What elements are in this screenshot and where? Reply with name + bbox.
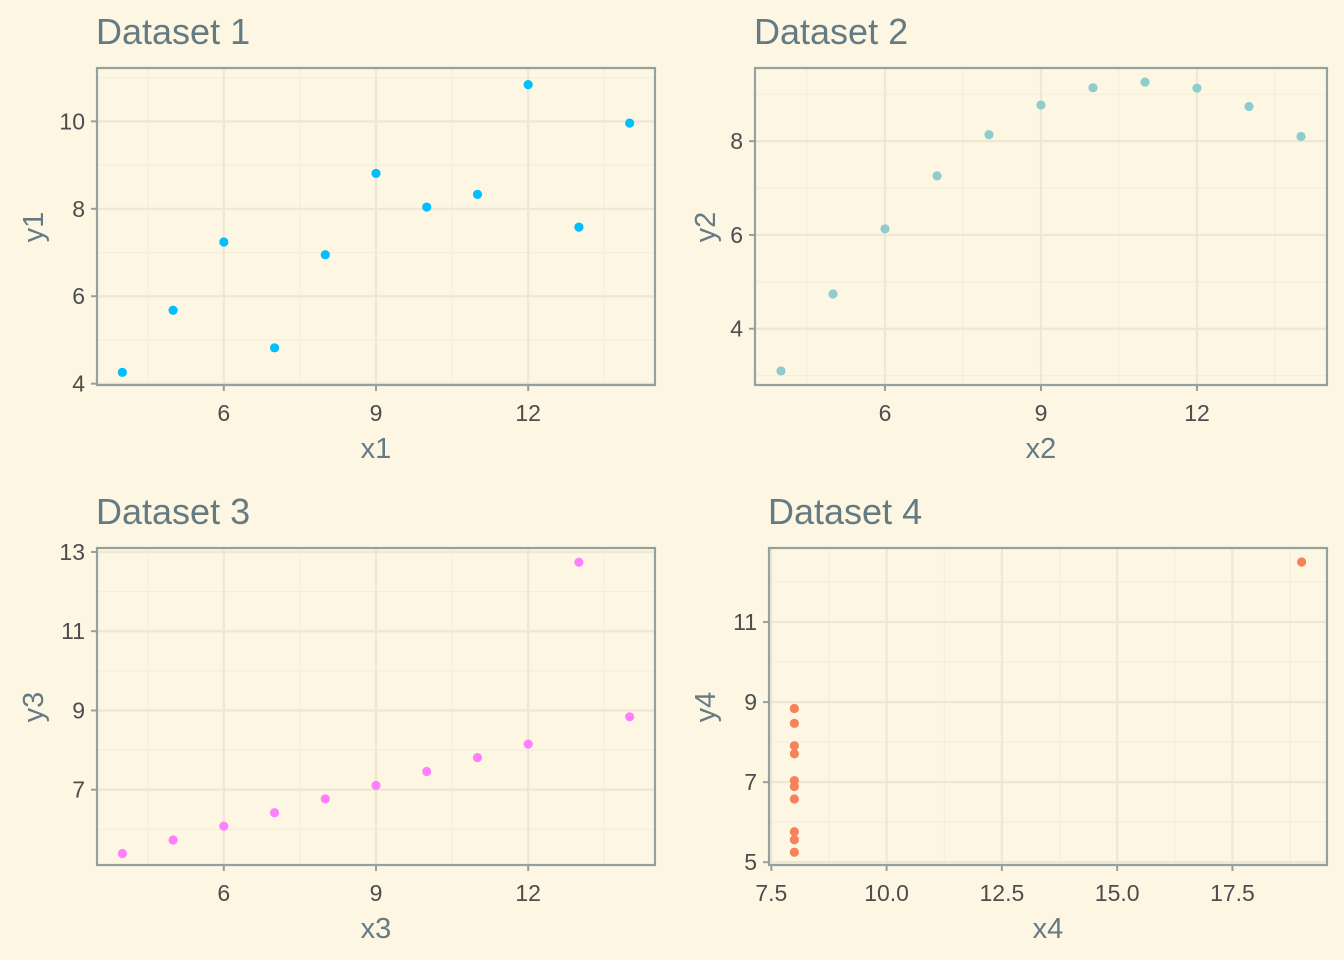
x-tick-label: 17.5 bbox=[1210, 880, 1255, 906]
y-tick-label: 4 bbox=[72, 371, 85, 397]
panel-border bbox=[767, 546, 1329, 867]
data-point bbox=[1192, 83, 1202, 93]
panel-dataset-1: 6 9 12 4 6 8 10 Dataset 1 x1 y1 bbox=[18, 11, 657, 465]
x-tick-label: 12.5 bbox=[980, 880, 1025, 906]
data-point bbox=[523, 739, 533, 749]
data-point bbox=[269, 808, 280, 818]
data-point bbox=[828, 289, 838, 299]
panel-dataset-4: 7.5 10.0 12.5 15.0 17.5 5 7 9 11 Dataset 4 x4 y4 bbox=[690, 491, 1329, 945]
plot-area: 6 9 12 7 9 11 13 bbox=[59, 539, 657, 906]
data-point bbox=[219, 237, 229, 247]
data-point bbox=[789, 703, 799, 714]
y-tick-label: 4 bbox=[730, 316, 743, 342]
data-point bbox=[371, 780, 381, 790]
x-tick-label: 15.0 bbox=[1095, 880, 1140, 906]
data-point bbox=[1088, 83, 1098, 93]
data-point bbox=[472, 753, 483, 763]
data-point bbox=[880, 224, 890, 234]
data-point bbox=[984, 129, 994, 140]
data-point bbox=[371, 168, 381, 178]
y-tick-label: 5 bbox=[744, 849, 757, 875]
panel-dataset-2: 6 9 12 4 6 8 Dataset 2 x2 y2 bbox=[690, 11, 1329, 465]
y-tick-label: 9 bbox=[72, 697, 85, 723]
data-point bbox=[472, 189, 483, 199]
data-point bbox=[422, 766, 432, 777]
plot-background bbox=[769, 548, 1327, 865]
data-point bbox=[1244, 101, 1254, 112]
data-point bbox=[574, 222, 584, 232]
panel-title: Dataset 2 bbox=[754, 11, 908, 52]
data-point bbox=[789, 718, 799, 728]
data-point bbox=[574, 557, 584, 567]
y-axis-title: y1 bbox=[18, 212, 50, 243]
y-tick-label: 11 bbox=[733, 609, 757, 635]
x-axis-title: x3 bbox=[361, 913, 392, 945]
y-axis-title: y3 bbox=[18, 692, 50, 723]
plot-area: 7.5 10.0 12.5 15.0 17.5 5 7 9 11 bbox=[733, 546, 1329, 906]
data-point bbox=[168, 305, 178, 315]
y-axis-title: y4 bbox=[690, 692, 722, 723]
y-tick-label: 7 bbox=[72, 777, 85, 803]
x-tick-label: 12 bbox=[515, 400, 541, 426]
data-point bbox=[523, 80, 533, 90]
y-tick-label: 13 bbox=[59, 539, 85, 565]
data-point bbox=[789, 749, 799, 759]
data-point bbox=[320, 250, 330, 260]
x-tick-label: 9 bbox=[370, 880, 383, 906]
x-tick-label: 12 bbox=[1184, 400, 1210, 426]
data-point bbox=[1296, 131, 1306, 142]
data-point bbox=[1297, 557, 1307, 567]
y-tick-label: 7 bbox=[744, 769, 757, 795]
data-point bbox=[625, 118, 635, 128]
x-tick-label: 7.5 bbox=[755, 880, 787, 906]
data-point bbox=[776, 366, 786, 376]
panel-title: Dataset 4 bbox=[768, 491, 922, 532]
y-tick-label: 6 bbox=[72, 283, 85, 309]
data-point bbox=[168, 835, 178, 845]
data-point bbox=[789, 741, 799, 751]
y-tick-label: 9 bbox=[744, 689, 757, 715]
x-axis-title: x4 bbox=[1033, 913, 1064, 945]
data-point bbox=[219, 821, 229, 831]
x-tick-label: 9 bbox=[1035, 400, 1048, 426]
x-tick-label: 9 bbox=[370, 400, 383, 426]
x-tick-label: 6 bbox=[879, 400, 892, 426]
data-point bbox=[625, 712, 635, 722]
data-point bbox=[789, 847, 799, 857]
panel-title: Dataset 1 bbox=[96, 11, 250, 52]
data-point bbox=[422, 202, 432, 212]
data-point bbox=[789, 827, 799, 837]
data-point bbox=[117, 367, 127, 377]
panel-dataset-3: 6 9 12 7 9 11 13 Dataset 3 x3 y3 bbox=[18, 491, 657, 945]
y-tick-label: 6 bbox=[730, 222, 743, 248]
data-point bbox=[269, 343, 280, 353]
data-point bbox=[1036, 100, 1046, 110]
y-tick-label: 8 bbox=[730, 128, 743, 154]
data-point bbox=[320, 794, 330, 804]
panel-title: Dataset 3 bbox=[96, 491, 250, 532]
data-point bbox=[789, 781, 799, 792]
x-tick-label: 12 bbox=[515, 880, 541, 906]
x-tick-label: 10.0 bbox=[864, 880, 909, 906]
y-tick-label: 10 bbox=[59, 108, 85, 134]
x-axis-title: x1 bbox=[361, 433, 392, 465]
data-point bbox=[789, 794, 799, 804]
y-tick-label: 11 bbox=[61, 618, 85, 644]
x-tick-label: 6 bbox=[217, 880, 230, 906]
data-point bbox=[932, 171, 942, 181]
x-tick-label: 6 bbox=[217, 400, 230, 426]
plot-area: 6 9 12 4 6 8 10 bbox=[59, 66, 657, 426]
y-axis-title: y2 bbox=[690, 212, 722, 243]
y-tick-label: 8 bbox=[72, 196, 85, 222]
data-point bbox=[789, 835, 799, 845]
x-axis-title: x2 bbox=[1026, 433, 1057, 465]
data-point bbox=[117, 848, 127, 859]
data-point bbox=[1140, 77, 1150, 87]
plot-area: 6 9 12 4 6 8 bbox=[730, 66, 1329, 426]
